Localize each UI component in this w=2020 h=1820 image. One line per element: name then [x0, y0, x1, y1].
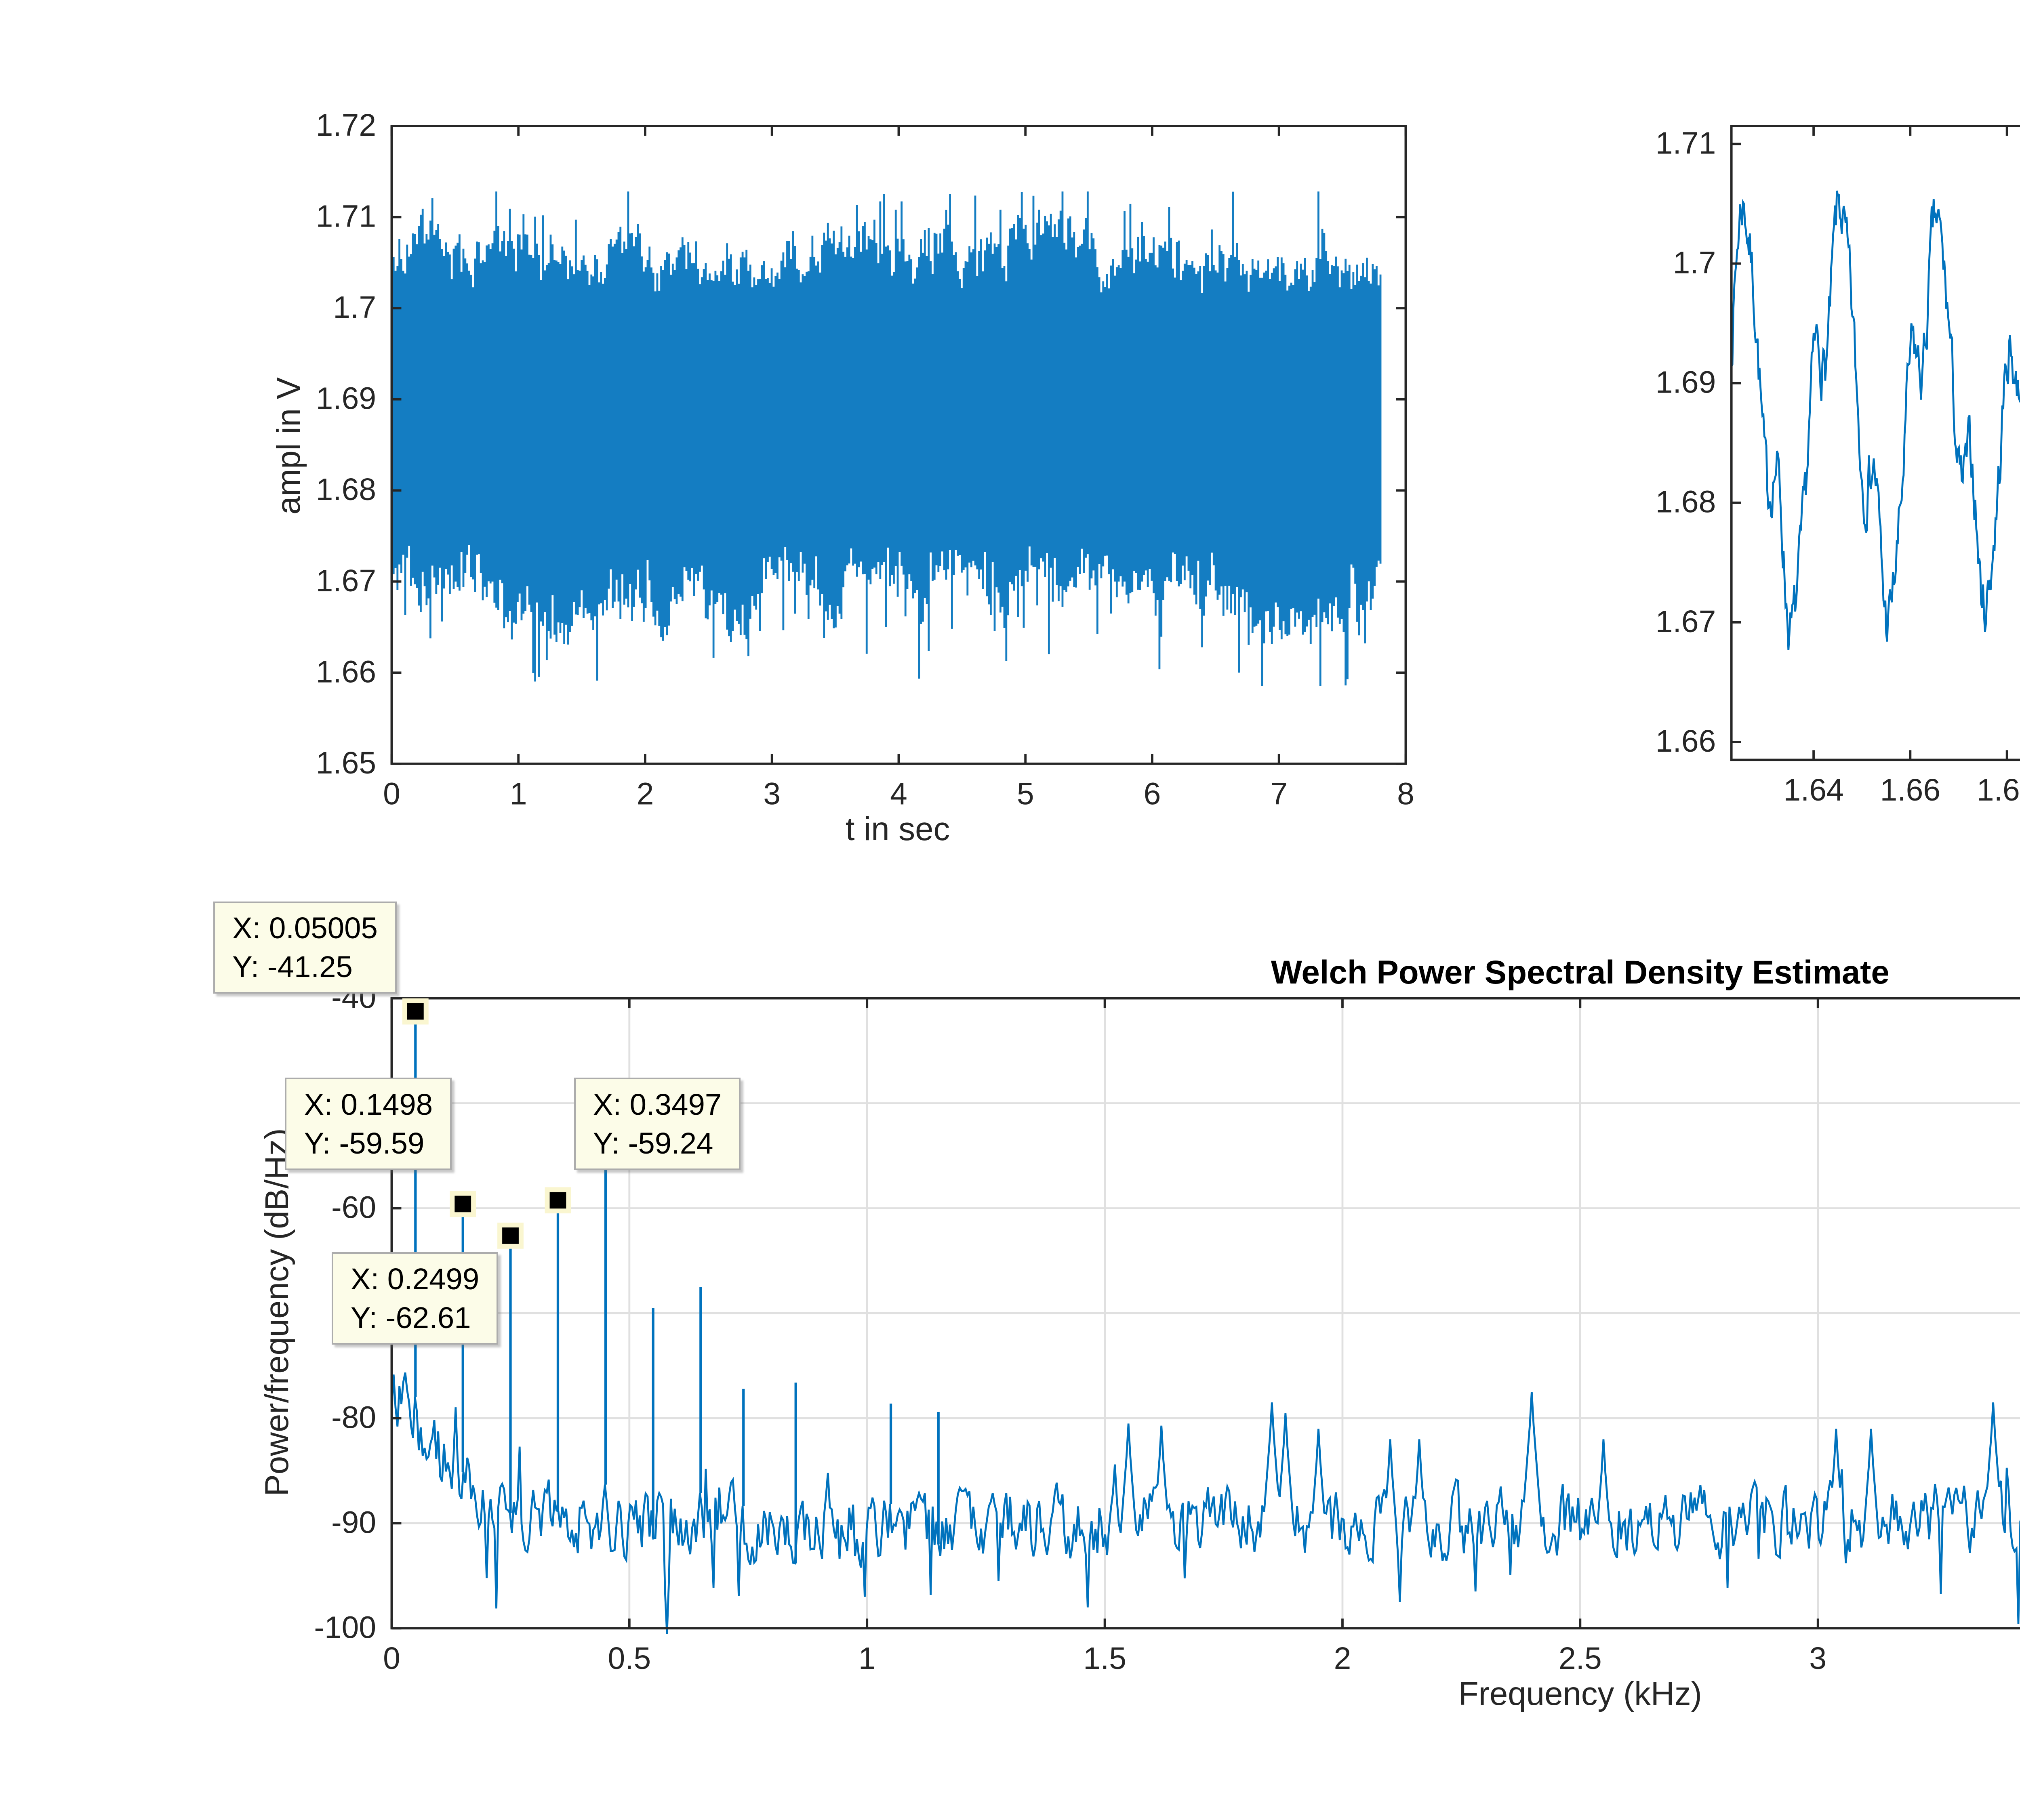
signal-full-x-tick-label: 3 [763, 777, 781, 811]
datatip-marker[interactable] [450, 1191, 476, 1217]
datatip-peak-0.25khz[interactable]: X: 0.2499 Y: -62.61 [331, 1252, 499, 1345]
psd-axes: 00.511.522.533.544.55-100-90-80-70-60-50… [314, 980, 2020, 1676]
signal-full-y-tick-label: 1.66 [316, 654, 376, 689]
signal-zoom-x-tick-label: 1.66 [1880, 773, 1940, 807]
signal-full-x-tick-label: 7 [1270, 777, 1288, 811]
psd-title: Welch Power Spectral Density Estimate [1271, 954, 1890, 991]
datatip-marker[interactable] [402, 998, 429, 1025]
psd-x-tick-label: 0.5 [608, 1641, 651, 1676]
signal-zoom-y-tick-label: 1.7 [1673, 245, 1716, 280]
signal-zoom-x-tick-label: 1.64 [1783, 773, 1843, 807]
signal-zoom-axes: 1.641.661.681.71.721.741.761.781.81.821.… [1656, 125, 2020, 807]
signal-full-x-tick-label: 8 [1397, 777, 1414, 811]
psd-x-tick-label: 3 [1809, 1641, 1826, 1676]
psd-y-tick-label: -100 [314, 1610, 376, 1645]
signal-full-y-tick-label: 1.65 [316, 746, 376, 780]
signal-zoom-data-series [1730, 190, 2020, 650]
signal-full-y-tick-label: 1.69 [316, 381, 376, 416]
signal-full-y-tick-label: 1.7 [333, 290, 376, 325]
signal-zoom-waveform [1730, 190, 2020, 650]
datatip-y-value: Y: -59.59 [304, 1126, 425, 1160]
psd-y-tick-label: -60 [331, 1190, 376, 1225]
signal-full-xlabel: t in sec [845, 811, 950, 848]
signal-zoom-y-tick-label: 1.71 [1656, 126, 1716, 160]
signal-zoom-y-tick-label: 1.66 [1656, 724, 1716, 759]
datatip-x-value: X: 0.1498 [304, 1087, 433, 1121]
datatip-y-value: Y: -41.25 [232, 950, 353, 984]
signal-full-y-tick-label: 1.71 [316, 199, 376, 234]
psd-xlabel: Frequency (kHz) [1458, 1675, 1702, 1712]
psd-data-series [391, 1011, 2020, 1634]
signal-full-x-tick-label: 0 [383, 777, 400, 811]
psd-datatip-markers [402, 998, 571, 1249]
signal-full-ylabel: ampl in V [270, 377, 307, 515]
signal-zoom-y-tick-label: 1.68 [1656, 485, 1716, 519]
signal-full-x-tick-label: 1 [510, 777, 527, 811]
datatip-x-value: X: 0.2499 [350, 1262, 480, 1296]
psd-y-tick-label: -90 [331, 1505, 376, 1540]
signal-full-x-tick-label: 5 [1017, 777, 1034, 811]
signal-full-x-tick-label: 4 [890, 777, 907, 811]
signal-zoom-x-tick-label: 1.68 [1977, 773, 2020, 807]
datatip-peak-0.05khz[interactable]: X: 0.05005 Y: -41.25 [213, 901, 397, 994]
psd-ylabel: Power/frequency (dB/Hz) [259, 1128, 296, 1496]
signal-full-y-tick-label: 1.68 [316, 472, 376, 507]
datatip-y-value: Y: -59.24 [593, 1126, 713, 1160]
psd-x-tick-label: 2 [1334, 1641, 1351, 1676]
signal-full-y-tick-label: 1.67 [316, 563, 376, 598]
psd-x-tick-label: 1.5 [1083, 1641, 1126, 1676]
signal-full-axes: 0 1 2 3 4 5 6 7 8 1.65 1.66 1.67 1.68 1.69 1.7 1.71 1.72 [316, 108, 1414, 811]
datatip-marker[interactable] [545, 1187, 571, 1214]
psd-x-tick-label: 0 [383, 1641, 400, 1676]
datatip-peak-0.15khz[interactable]: X: 0.1498 Y: -59.59 [285, 1078, 452, 1171]
datatip-marker[interactable] [497, 1222, 524, 1249]
psd-x-tick-label: 1 [858, 1641, 876, 1676]
datatip-x-value: X: 0.05005 [232, 911, 378, 945]
datatip-x-value: X: 0.3497 [593, 1087, 722, 1121]
signal-full-waveform [391, 191, 1382, 686]
signal-full-y-tick-label: 1.72 [316, 108, 376, 143]
datatip-peak-0.35khz[interactable]: X: 0.3497 Y: -59.24 [574, 1078, 741, 1171]
signal-full-x-tick-label: 2 [637, 777, 654, 811]
signal-full-data-series [391, 191, 1382, 686]
psd-y-tick-label: -80 [331, 1400, 376, 1435]
signal-zoom-y-tick-label: 1.67 [1656, 604, 1716, 639]
datatip-y-value: Y: -62.61 [350, 1301, 471, 1335]
signal-zoom-y-tick-label: 1.69 [1656, 365, 1716, 400]
psd-noise-floor-trace [391, 1372, 2020, 1634]
signal-full-x-tick-label: 6 [1144, 777, 1161, 811]
psd-x-tick-label: 2.5 [1559, 1641, 1602, 1676]
